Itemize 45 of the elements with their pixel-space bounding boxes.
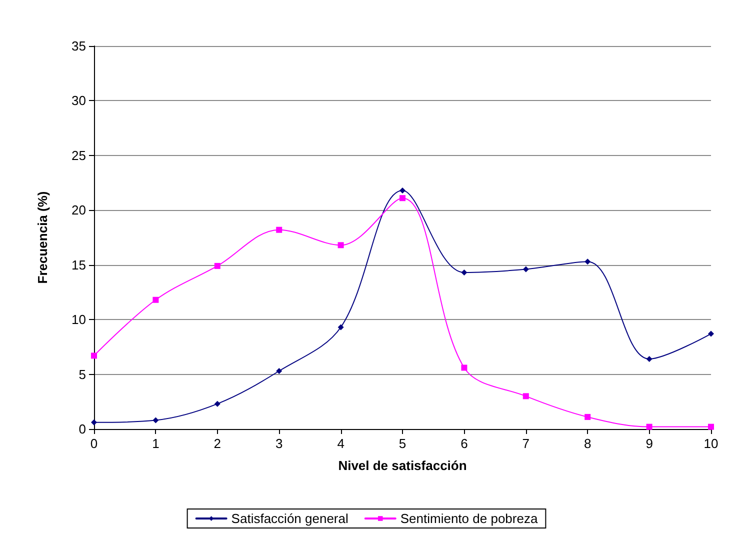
x-tick-label: 7 [522,436,530,451]
x-tick-label: 1 [152,436,160,451]
y-axis-title: Frecuencia (%) [35,191,50,284]
legend-label: Sentimiento de pobreza [400,511,538,526]
point [338,242,344,248]
y-tick-label: 20 [72,202,86,218]
point [91,352,97,359]
point [338,324,344,330]
x-tick-label: 8 [584,436,592,451]
y-tick-label: 10 [72,312,86,328]
y-tick-label: 30 [72,93,86,108]
point [152,417,159,424]
x-tick-label: 2 [214,436,222,451]
point [522,393,529,400]
x-tick-label: 0 [90,436,98,451]
point [708,330,714,337]
y-tick-label: 15 [72,257,86,272]
x-tick-label: 4 [337,436,344,451]
legend-label: Satisfacción general [231,511,348,526]
point [214,400,220,407]
point [708,424,714,430]
point [584,414,591,420]
y-tick-label: 25 [72,148,86,163]
point [400,187,406,194]
y-tick-label: 5 [78,366,86,382]
point [646,424,652,430]
point [276,368,282,374]
point [214,262,220,269]
x-tick-label: 6 [460,436,468,451]
point [522,266,529,272]
x-tick-label: 5 [398,436,406,451]
x-tick-label: 9 [646,436,653,451]
x-tick-label: 3 [275,436,283,451]
point [584,258,591,265]
point [461,270,468,276]
point [646,356,652,362]
y-tick-label: 0 [78,422,86,436]
point [461,364,468,371]
point [276,226,282,233]
point [91,419,97,426]
x-tick-label: 10 [704,436,718,451]
x-axis-title: Nivel de satisfacción [338,458,467,473]
point [400,195,406,202]
point [152,296,159,303]
y-tick-label: 35 [72,38,86,54]
